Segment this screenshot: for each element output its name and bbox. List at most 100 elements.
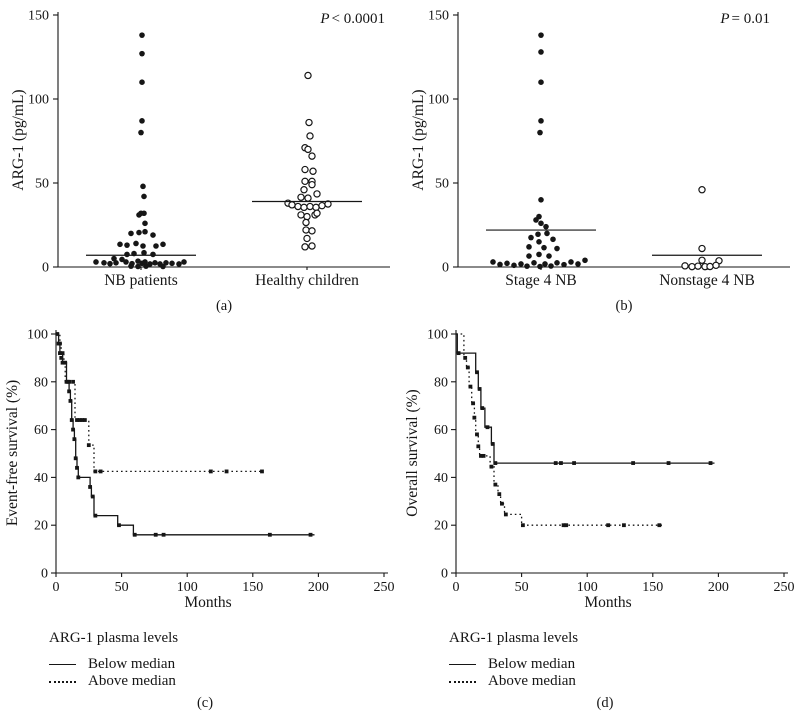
data-point: [541, 244, 547, 251]
data-point: [93, 259, 99, 265]
data-point: [313, 209, 321, 217]
data-point: [160, 241, 166, 248]
data-point: [706, 262, 714, 271]
y-tick-label: 40: [434, 471, 448, 486]
data-point: [297, 193, 305, 201]
data-point: [536, 251, 542, 258]
data-point: [313, 190, 321, 198]
x-tick-label: 150: [242, 580, 263, 595]
censor-mark: [86, 443, 91, 448]
data-point: [119, 256, 125, 263]
data-point: [181, 259, 187, 265]
data-point: [538, 32, 544, 38]
group-label: Stage 4 NB: [505, 272, 577, 289]
censor-mark: [490, 442, 495, 446]
data-point: [698, 186, 706, 194]
x-tick-label: 0: [453, 580, 460, 595]
censor-mark: [224, 469, 229, 474]
y-axis-label: ARG-1 (pg/mL): [410, 89, 427, 191]
censor-mark: [476, 444, 481, 449]
censor-mark: [493, 461, 498, 465]
censor-mark: [666, 461, 671, 465]
censor-mark: [58, 341, 62, 346]
censor-mark: [267, 532, 272, 537]
data-point: [538, 118, 544, 124]
data-point: [150, 251, 156, 258]
censor-mark: [67, 379, 72, 384]
y-tick-label: 100: [27, 328, 48, 343]
scatter-plot-b: 0 50 100 150: [428, 9, 790, 276]
legend-dotted-line-sample: [49, 680, 76, 683]
data-point: [301, 243, 309, 251]
y-axis-label: Event-free survival (%): [4, 379, 21, 527]
censor-mark: [76, 475, 81, 480]
data-point: [582, 257, 588, 264]
censor-mark: [58, 351, 62, 356]
data-point: [497, 261, 503, 268]
legend-solid-line-sample: [49, 664, 76, 665]
censor-mark: [559, 461, 563, 465]
legend: ARG-1 plasma levels Below median Above m…: [49, 630, 178, 690]
data-point: [101, 260, 107, 266]
data-point: [302, 226, 310, 234]
x-tick-label: 100: [577, 580, 598, 595]
data-point: [133, 240, 139, 247]
data-point: [308, 227, 316, 235]
censor-mark: [117, 523, 121, 528]
y-axis-label: Overall survival (%): [404, 389, 421, 517]
censor-mark: [93, 469, 98, 474]
data-point: [111, 255, 117, 262]
p-value: P < 0.0001: [320, 11, 385, 28]
censor-mark: [497, 492, 502, 497]
censor-mark: [631, 461, 636, 465]
legend-entry-label: Below median: [88, 656, 176, 672]
panel-b: 0 50 100 150 ARG-1 (pg/mL) P = 0.01 Stage 4 …: [400, 0, 800, 314]
y-tick-label: 50: [435, 177, 449, 192]
data-point: [142, 220, 148, 227]
data-point: [550, 236, 556, 243]
data-point: [554, 260, 560, 266]
data-point: [176, 261, 182, 267]
censor-mark: [465, 365, 470, 370]
panel-a: 0 50 100 150 ARG-1 (pg/mL) P < 0.0001 NB pat…: [0, 0, 400, 314]
p-value: P = 0.01: [720, 11, 770, 28]
censor-mark: [59, 356, 64, 360]
data-point: [152, 260, 158, 266]
y-tick-label: 150: [28, 9, 49, 24]
censor-mark: [553, 461, 558, 465]
data-point: [124, 251, 130, 258]
data-point: [535, 231, 541, 238]
data-point: [712, 261, 720, 270]
data-point: [575, 261, 581, 267]
censor-mark: [98, 469, 103, 474]
censor-mark: [60, 360, 65, 365]
data-point: [139, 50, 145, 57]
x-tick-label: 100: [177, 580, 198, 595]
data-point: [554, 245, 560, 252]
censor-mark: [69, 418, 74, 422]
y-tick-label: 60: [34, 423, 48, 438]
data-point: [123, 259, 129, 265]
censor-mark: [521, 523, 525, 528]
p-text: = 0.01: [731, 11, 770, 27]
data-point: [694, 262, 702, 270]
censor-mark: [475, 432, 479, 437]
group-label: Nonstage 4 NB: [659, 272, 755, 289]
censor-mark: [493, 482, 498, 487]
y-tick-label: 40: [34, 471, 48, 486]
km-curve-dotted: [456, 333, 664, 526]
legend-entry: Above median: [449, 673, 578, 690]
y-tick-label: 20: [434, 519, 448, 534]
censor-mark: [75, 418, 79, 422]
data-point: [160, 263, 166, 270]
censor-mark: [468, 384, 473, 389]
data-point: [141, 249, 147, 256]
censor-mark: [564, 523, 569, 528]
group-label: Healthy children: [255, 272, 359, 289]
censor-mark: [475, 370, 479, 375]
data-point: [511, 262, 517, 269]
legend-entry: Below median: [449, 656, 578, 673]
p-text: < 0.0001: [331, 11, 385, 27]
y-tick-label: 80: [434, 375, 448, 390]
censor-mark: [71, 379, 75, 384]
